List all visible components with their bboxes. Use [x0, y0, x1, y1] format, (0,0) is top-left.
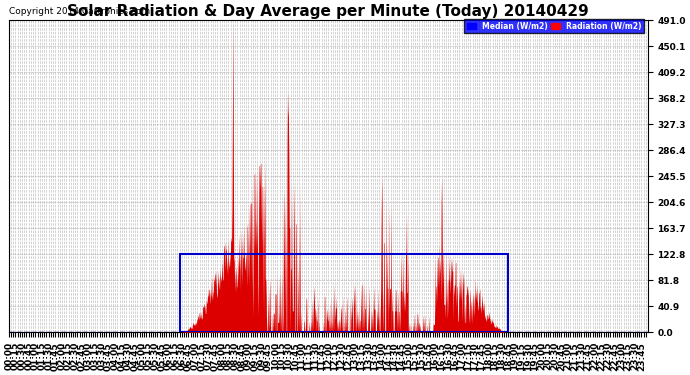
- Title: Solar Radiation & Day Average per Minute (Today) 20140429: Solar Radiation & Day Average per Minute…: [67, 4, 589, 19]
- Bar: [179, 254, 509, 332]
- Text: Copyright 2014 Cartronics.com: Copyright 2014 Cartronics.com: [9, 7, 150, 16]
- Legend: Median (W/m2), Radiation (W/m2): Median (W/m2), Radiation (W/m2): [464, 20, 644, 33]
